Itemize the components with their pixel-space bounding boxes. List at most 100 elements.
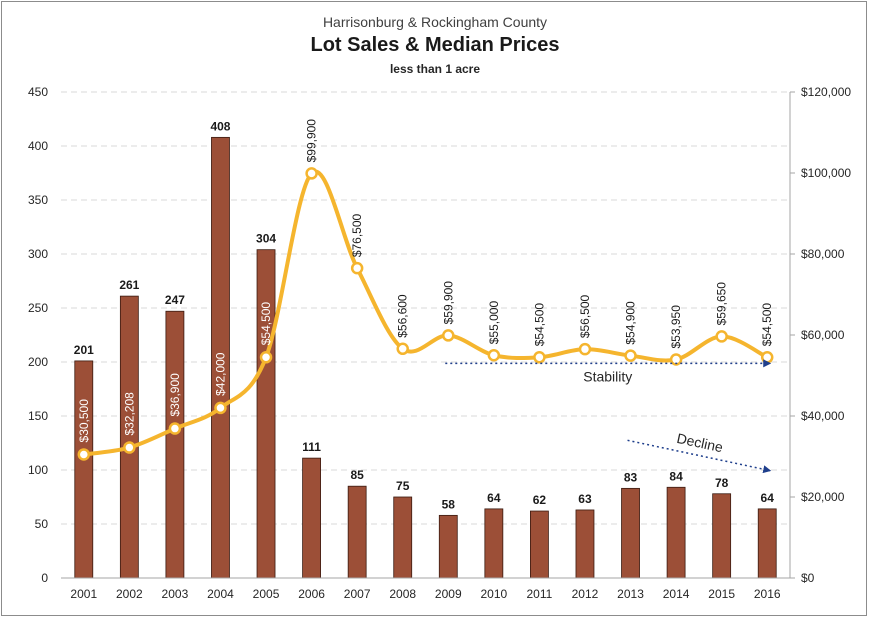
bar: [438, 514, 458, 579]
x-tick-label: 2004: [207, 587, 234, 601]
line-point: [305, 167, 318, 180]
x-tick-label: 2016: [754, 587, 781, 601]
line-value-label: $59,650: [715, 282, 729, 326]
bar-value-label: 64: [487, 491, 501, 505]
line-point: [77, 448, 91, 461]
bar-value-label: 408: [210, 119, 230, 133]
line-value-label: $30,500: [77, 399, 91, 443]
bar-value-label: 304: [256, 232, 276, 246]
x-tick-label: 2009: [435, 587, 462, 601]
bar: [621, 487, 640, 579]
right-tick-label: $60,000: [801, 328, 845, 342]
left-tick-label: 450: [28, 85, 48, 99]
x-tick-label: 2002: [116, 587, 143, 601]
x-tick-label: 2014: [663, 587, 690, 601]
line-value-label: $53,950: [669, 305, 683, 349]
line-value-label: $36,900: [168, 373, 182, 417]
bar-value-label: 261: [119, 278, 139, 292]
x-tick-label: 2010: [480, 587, 507, 601]
bar-value-label: 75: [396, 479, 410, 493]
bar: [712, 493, 732, 579]
trend-annotation-label: Stability: [583, 368, 632, 384]
right-tick-label: $0: [801, 571, 815, 585]
left-tick-label: 300: [28, 247, 48, 261]
line-point: [487, 349, 501, 362]
line-point: [168, 422, 182, 435]
right-tick-label: $120,000: [801, 85, 851, 99]
line-value-label: $54,500: [760, 303, 774, 347]
x-tick-label: 2012: [572, 587, 599, 601]
right-tick-label: $20,000: [801, 490, 845, 504]
line-value-label: $54,500: [259, 302, 273, 346]
line-series: [77, 167, 774, 461]
bar-value-label: 85: [350, 468, 364, 482]
line-point: [624, 349, 637, 362]
line-point: [259, 351, 273, 364]
line-value-label: $56,600: [396, 294, 410, 338]
x-tick-label: 2001: [70, 587, 97, 601]
left-tick-label: 50: [35, 517, 49, 531]
line-point: [533, 351, 546, 364]
bar: [165, 310, 185, 579]
line-value-label: $54,500: [532, 303, 546, 347]
line-point: [669, 353, 683, 366]
axes: 0 50 100 150 200 250 300 350 400 450 $0 $20,000 $40,…: [28, 85, 851, 601]
chart-title-line1: Harrisonburg & Rockingham County: [322, 14, 548, 30]
bar: [256, 249, 276, 579]
left-tick-label: 250: [28, 301, 48, 315]
left-tick-label: 350: [28, 193, 48, 207]
trend-arrow: [627, 439, 772, 474]
chart-title: Lot Sales & Median Prices: [310, 34, 560, 56]
x-tick-label: 2006: [298, 587, 325, 601]
left-tick-label: 0: [41, 571, 48, 585]
x-tick-label: 2011: [527, 587, 553, 601]
bar: [484, 508, 504, 579]
bar-value-label: 247: [165, 293, 185, 307]
bar-value-label: 63: [578, 492, 592, 506]
line-point: [123, 441, 136, 454]
bar-value-label: 111: [302, 440, 321, 454]
x-tick-label: 2008: [389, 587, 416, 601]
x-tick-label: 2007: [344, 587, 371, 601]
left-tick-label: 200: [28, 355, 48, 369]
x-tick-label: 2015: [708, 587, 735, 601]
line-point: [715, 330, 728, 343]
line-point: [396, 342, 409, 356]
bar-value-label: 78: [715, 476, 729, 490]
line-point: [578, 342, 592, 356]
right-tick-label: $40,000: [801, 409, 845, 423]
bar-value-label: 84: [669, 469, 683, 483]
right-tick-label: $80,000: [801, 247, 845, 261]
median-price-line: [83, 169, 769, 457]
bar-value-label: 58: [442, 497, 456, 511]
bar: [393, 496, 413, 579]
left-tick-label: 100: [28, 463, 48, 477]
line-value-label: $54,900: [624, 301, 638, 345]
line-value-label: $76,500: [350, 213, 364, 257]
chart-subtitle: less than 1 acre: [389, 62, 481, 76]
bar-value-label: 62: [533, 493, 547, 507]
bar: [74, 360, 94, 579]
bar: [757, 508, 777, 579]
bar: [119, 295, 139, 579]
left-tick-label: 150: [28, 409, 48, 423]
line-point: [214, 401, 227, 415]
bar-value-label: 83: [624, 470, 638, 484]
line-point: [760, 351, 774, 364]
bar-value-label: 201: [74, 343, 94, 357]
line-point: [350, 261, 364, 275]
line-value-label: $99,900: [305, 119, 319, 163]
right-tick-label: $100,000: [801, 166, 851, 180]
line-value-label: $55,000: [487, 301, 501, 345]
line-value-label: $32,208: [122, 392, 136, 436]
line-value-label: $59,900: [441, 281, 455, 325]
x-tick-label: 2013: [617, 587, 644, 601]
x-tick-label: 2003: [162, 587, 189, 601]
bar-series: [74, 136, 777, 579]
data-labels: 201 261 247 408 304 111 85 75 58 64 62 63 83 84 78 64 $3…: [74, 119, 774, 512]
bar: [302, 457, 321, 579]
x-tick-label: 2005: [253, 587, 280, 601]
line-value-label: $56,500: [578, 294, 592, 338]
